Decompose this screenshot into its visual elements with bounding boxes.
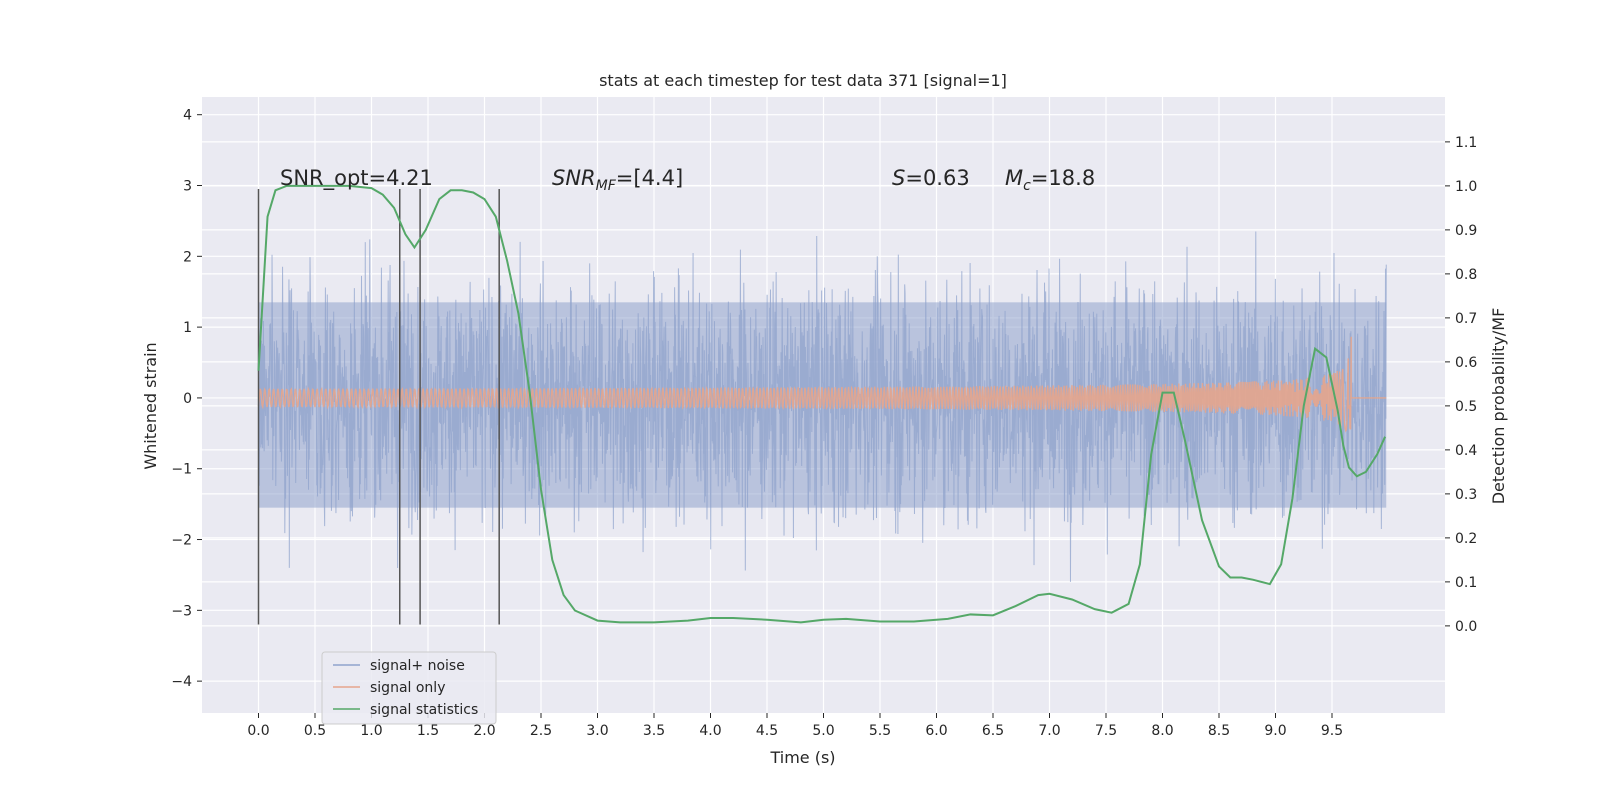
tick-label-y-right-0.2: 0.2 [1455,531,1477,547]
tick-label-y-right-0.3: 0.3 [1455,487,1477,503]
tick-label-y-left-2: 2 [183,249,192,265]
annotation-snr-opt: SNR_opt=4.21 [280,166,433,191]
annotation-s: S=0.63 [892,166,970,190]
snr-mf-main: SNR [552,166,596,190]
y-axis-title-right: Detection probability/MF [1489,308,1508,505]
tick-label-x-2.0: 2.0 [473,723,495,739]
s-value: =0.63 [905,166,969,190]
legend-label-signal-noise: signal+ noise [370,658,465,674]
tick-label-x-6.0: 6.0 [925,723,947,739]
tick-label-x-0.5: 0.5 [304,723,326,739]
x-axis-title: Time (s) [769,748,835,767]
tick-label-y-right-0.0: 0.0 [1455,619,1477,635]
signal-only-line [257,336,1387,433]
axis-ticks: 0.0 0.5 1.0 1.5 2.0 2.5 3.0 3.5 4.0 4.5 5.0 5.5 6.0 6… [171,108,1477,739]
legend-label-signal-statistics: signal statistics [370,702,478,718]
vertical-lines [257,189,500,625]
tick-label-x-5.0: 5.0 [812,723,834,739]
signal-statistics-line [257,184,1387,624]
tick-label-x-1.5: 1.5 [417,723,439,739]
chart-title: stats at each timestep for test data 371… [599,71,1007,90]
tick-label-y-right-0.8: 0.8 [1455,267,1477,283]
legend-label-signal-only: signal only [370,680,445,696]
tick-label-x-8.0: 8.0 [1151,723,1173,739]
mc-value: =18.8 [1031,166,1095,190]
tick-label-y-left-0: 0 [183,391,192,407]
tick-label-x-7.5: 7.5 [1095,723,1117,739]
tick-label-y-right-0.6: 0.6 [1455,355,1477,371]
tick-label-y-left--3: −3 [171,603,192,619]
tick-label-y-left--2: −2 [171,533,192,549]
annotation-snr-mf: SNRMF=[4.4] [552,166,683,194]
y-axis-title-left: Whitened strain [141,342,160,469]
tick-label-x-1.0: 1.0 [360,723,382,739]
annotation-mc: Mc=18.8 [1005,166,1095,194]
snr-mf-sub: MF [596,178,617,194]
tick-label-x-4.5: 4.5 [756,723,778,739]
tick-label-x-0.0: 0.0 [247,723,269,739]
series-signal-statistics [257,184,1387,624]
tick-label-x-6.5: 6.5 [982,723,1004,739]
tick-label-y-left-3: 3 [183,179,192,195]
legend: signal+ noise signal only signal statist… [321,651,497,725]
tick-label-y-right-0.9: 0.9 [1455,223,1477,239]
tick-label-x-7.0: 7.0 [1038,723,1060,739]
tick-label-x-2.5: 2.5 [530,723,552,739]
tick-label-y-right-0.7: 0.7 [1455,311,1477,327]
tick-label-y-left-1: 1 [183,320,192,336]
mc-sub: c [1023,178,1031,194]
tick-label-x-9.0: 9.0 [1264,723,1286,739]
snr-mf-rest: =[4.4] [616,166,683,190]
tick-label-x-5.5: 5.5 [869,723,891,739]
tick-label-x-8.5: 8.5 [1208,723,1230,739]
tick-label-y-right-0.1: 0.1 [1455,575,1477,591]
tick-label-y-right-1.0: 1.0 [1455,179,1477,195]
tick-label-y-left-4: 4 [183,108,192,124]
tick-label-x-9.5: 9.5 [1321,723,1343,739]
tick-label-y-left--4: −4 [171,674,192,690]
tick-label-y-right-1.1: 1.1 [1455,135,1477,151]
tick-label-y-right-0.5: 0.5 [1455,399,1477,415]
tick-label-y-right-0.4: 0.4 [1455,443,1477,459]
mc-label: M [1005,166,1023,190]
tick-label-x-3.5: 3.5 [643,723,665,739]
tick-label-y-left--1: −1 [171,462,192,478]
tick-label-x-3.0: 3.0 [586,723,608,739]
s-label: S [892,166,905,190]
tick-label-x-4.0: 4.0 [699,723,721,739]
series-signal-only [257,336,1387,433]
legend-box [321,651,497,725]
